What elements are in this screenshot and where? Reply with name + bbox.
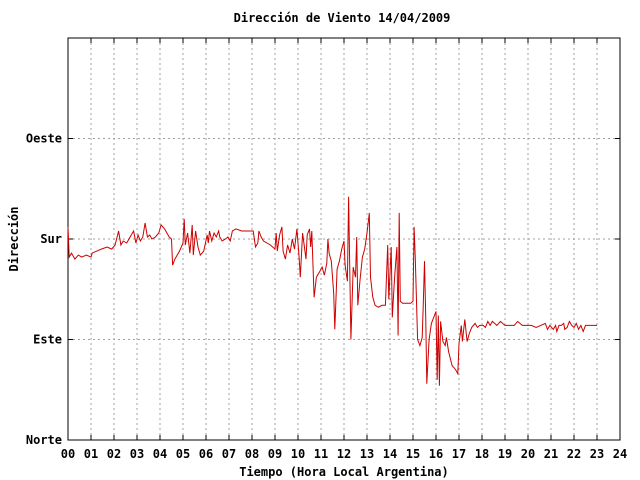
x-tick-label: 13 <box>360 447 374 461</box>
x-tick-label: 14 <box>383 447 397 461</box>
x-tick-label: 15 <box>406 447 420 461</box>
x-tick-label: 00 <box>61 447 75 461</box>
x-tick-label: 17 <box>452 447 466 461</box>
x-tick-label: 20 <box>521 447 535 461</box>
series-layer <box>67 196 597 386</box>
x-tick-label: 16 <box>429 447 443 461</box>
x-tick-label: 07 <box>222 447 236 461</box>
x-tick-label: 05 <box>176 447 190 461</box>
x-tick-label: 08 <box>245 447 259 461</box>
wind-direction-line <box>67 196 597 386</box>
y-tick-label: Norte <box>26 433 62 447</box>
y-tick-label: Oeste <box>26 132 62 146</box>
y-tick-label: Sur <box>40 232 62 246</box>
x-tick-label: 21 <box>544 447 558 461</box>
x-tick-label: 22 <box>567 447 581 461</box>
grid-lines <box>68 38 620 440</box>
y-axis: Norte Este Sur Oeste <box>26 132 620 447</box>
x-tick-label: 03 <box>130 447 144 461</box>
y-tick-label: Este <box>33 333 62 347</box>
x-tick-label: 01 <box>84 447 98 461</box>
x-tick-label: 18 <box>475 447 489 461</box>
x-tick-label: 19 <box>498 447 512 461</box>
x-tick-label: 04 <box>153 447 167 461</box>
x-tick-label: 11 <box>314 447 328 461</box>
x-tick-label: 06 <box>199 447 213 461</box>
chart-title: Dirección de Viento 14/04/2009 <box>234 11 451 25</box>
x-tick-label: 12 <box>337 447 351 461</box>
x-tick-label: 10 <box>291 447 305 461</box>
x-tick-label: 24 <box>613 447 627 461</box>
x-tick-label: 02 <box>107 447 121 461</box>
y-axis-label: Dirección <box>7 206 21 271</box>
x-axis: 00 01 02 03 04 05 06 07 08 09 10 11 12 13 14 15 16 17 18 19… <box>61 38 627 461</box>
x-tick-label: 09 <box>268 447 282 461</box>
x-axis-label: Tiempo (Hora Local Argentina) <box>239 465 449 479</box>
x-tick-label: 23 <box>590 447 604 461</box>
